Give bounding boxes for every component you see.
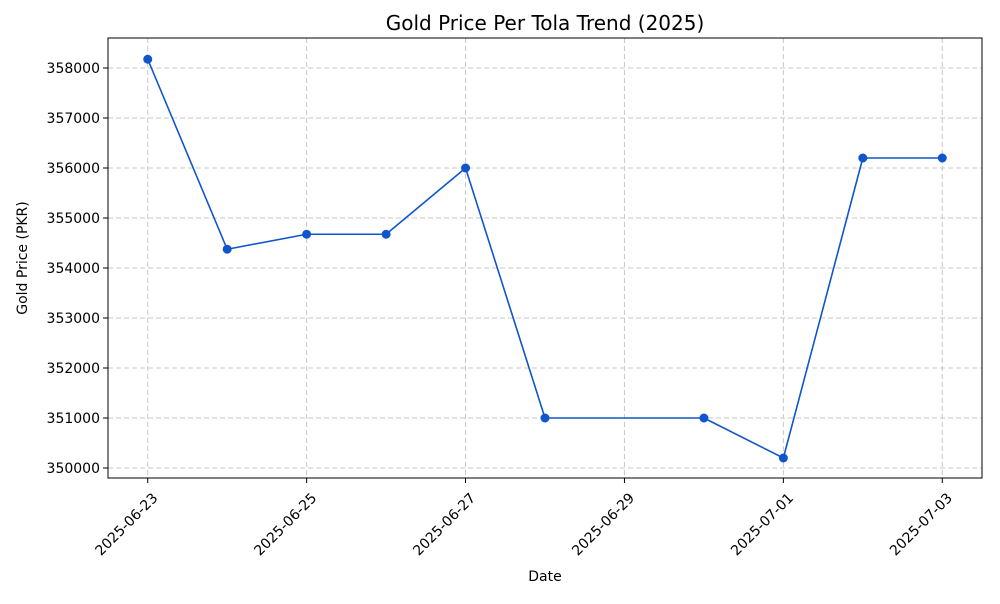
y-axis-title: Gold Price (PKR) [15,201,31,315]
x-tick-label: 2025-06-29 [569,490,638,559]
y-tick-label: 358000 [47,61,100,77]
chart-title: Gold Price Per Tola Trend (2025) [386,11,705,35]
grid-lines [108,38,982,478]
y-tick-label: 350000 [47,461,100,477]
data-point [143,54,153,64]
data-point [222,244,232,254]
x-axis: 2025-06-23 2025-06-25 2025-06-27 2025-06-29… [92,478,956,559]
series-line [146,58,943,459]
x-tick-label: 2025-06-25 [251,490,320,559]
data-point [699,413,709,423]
y-axis: 350000 351000 352000 353000 354000 355000 3560… [47,61,108,477]
x-tick-label: 2025-07-01 [728,490,797,559]
y-tick-label: 357000 [47,111,100,127]
plot-frame [107,37,983,479]
y-tick-label: 354000 [47,261,100,277]
y-tick-label: 356000 [47,161,100,177]
y-tick-label: 351000 [47,411,100,427]
data-point [461,163,471,173]
data-point [778,453,788,463]
x-axis-title: Date [528,569,561,585]
x-tick-label: 2025-06-23 [92,490,161,559]
data-point [858,153,868,163]
data-point [381,229,391,239]
x-tick-label: 2025-07-03 [887,490,956,559]
y-tick-label: 355000 [47,211,100,227]
data-point [937,153,947,163]
y-tick-label: 353000 [47,311,100,327]
x-tick-label: 2025-06-27 [410,490,479,559]
data-point [540,413,550,423]
data-point [302,229,312,239]
y-tick-label: 352000 [47,361,100,377]
series-line-group [143,54,947,463]
